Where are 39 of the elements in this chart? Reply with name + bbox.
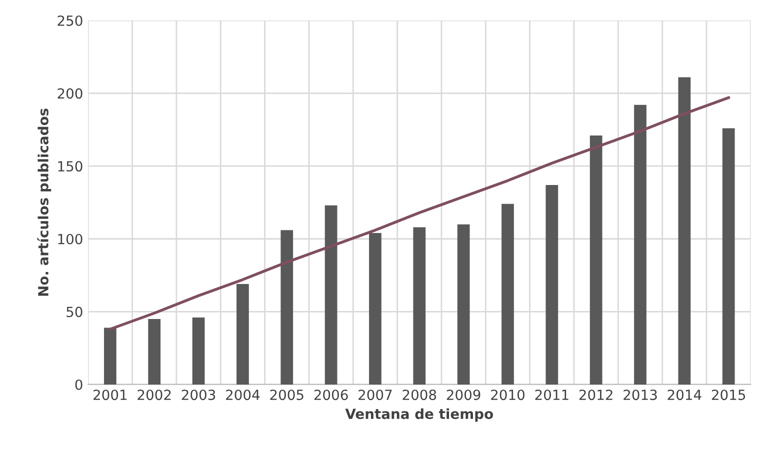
x-tick-label: 2011	[535, 390, 568, 400]
x-tick-label: 2010	[491, 390, 524, 400]
x-tick-label: 2005	[270, 390, 304, 400]
bar	[546, 185, 558, 384]
y-tick-label: 200	[58, 88, 82, 99]
bar	[280, 230, 294, 384]
x-tick-label: 2001	[94, 390, 127, 400]
bar	[148, 318, 161, 384]
bar	[457, 224, 470, 384]
bar	[590, 136, 602, 384]
bar	[413, 227, 426, 384]
y-tick-label: 50	[66, 306, 82, 318]
bar	[369, 233, 382, 384]
x-tick-label: 2015	[712, 390, 746, 400]
y-tick-label: 100	[58, 234, 82, 244]
x-tick-label: 2009	[446, 390, 480, 400]
x-axis-title: Ventana de tiempo	[345, 408, 493, 422]
y-axis-title: No. artículos publicados	[37, 108, 52, 296]
x-tick-label: 2013	[624, 390, 657, 400]
x-tick-label: 2012	[579, 390, 612, 400]
x-tick-label: 2003	[182, 390, 216, 400]
x-tick-label: 2007	[358, 390, 392, 400]
bar	[634, 104, 646, 384]
x-tick-label: 2008	[402, 390, 436, 400]
bar	[104, 328, 116, 384]
bar	[678, 77, 691, 384]
y-tick-label: 0	[75, 379, 82, 390]
y-tick-label: 150	[58, 161, 82, 172]
bar	[236, 284, 249, 384]
bar	[192, 318, 205, 384]
x-tick-label: 2006	[314, 390, 348, 400]
x-tick-label: 2014	[668, 390, 702, 400]
x-tick-label: 2004	[226, 390, 260, 400]
line-series	[108, 96, 730, 331]
x-tick-label: 2002	[138, 390, 171, 400]
bar	[502, 204, 514, 384]
bar	[324, 205, 338, 384]
bar	[722, 128, 735, 384]
y-tick-label: 250	[58, 15, 82, 26]
